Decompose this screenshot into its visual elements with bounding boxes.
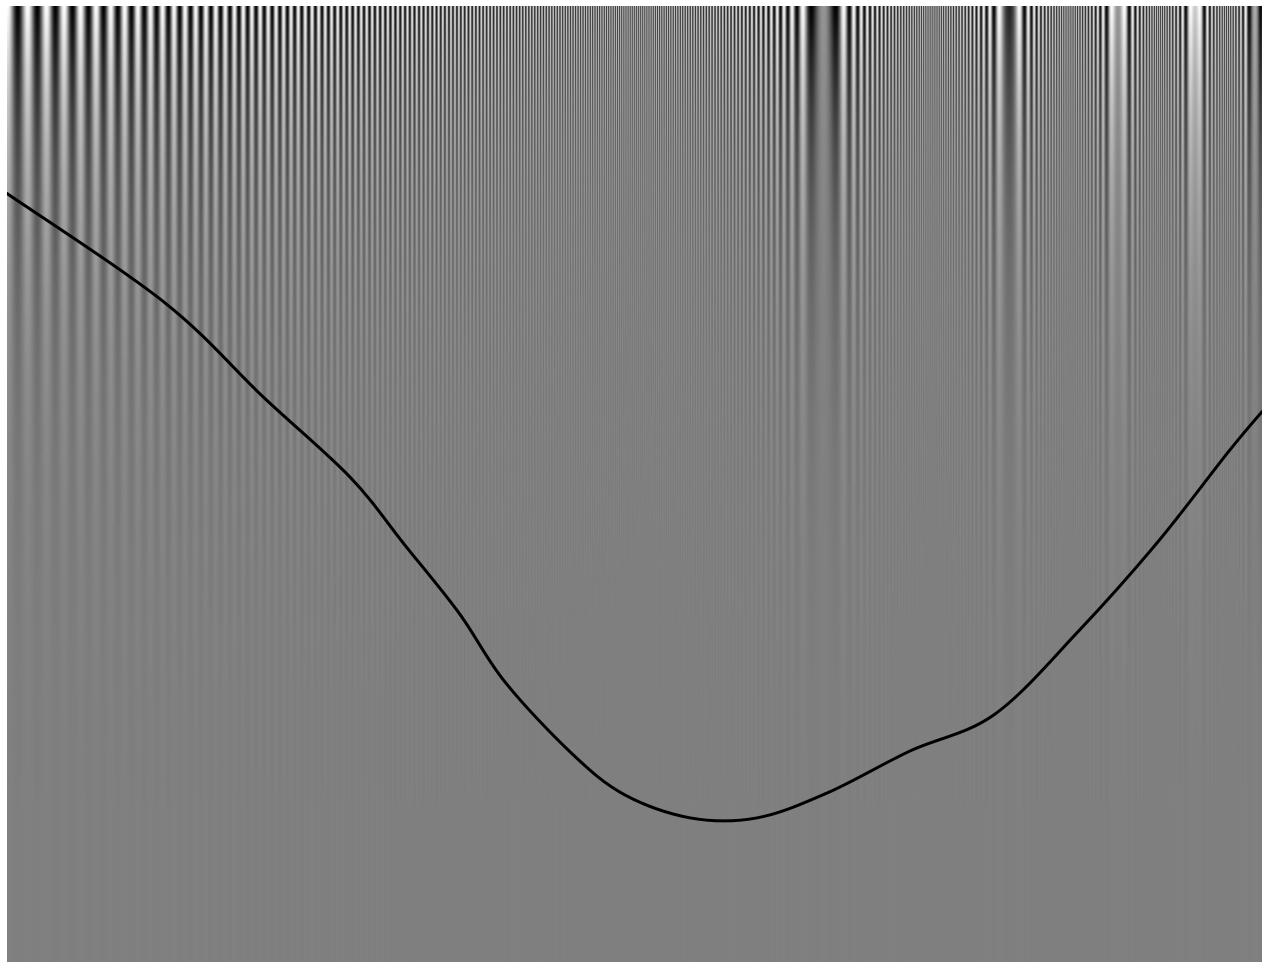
plot-area: [7, 6, 1262, 962]
contrast-sensitivity-curve-0: [7, 192, 1262, 823]
chart-svg: [7, 192, 1262, 823]
sinusoidal-grating-image: [7, 6, 1262, 962]
